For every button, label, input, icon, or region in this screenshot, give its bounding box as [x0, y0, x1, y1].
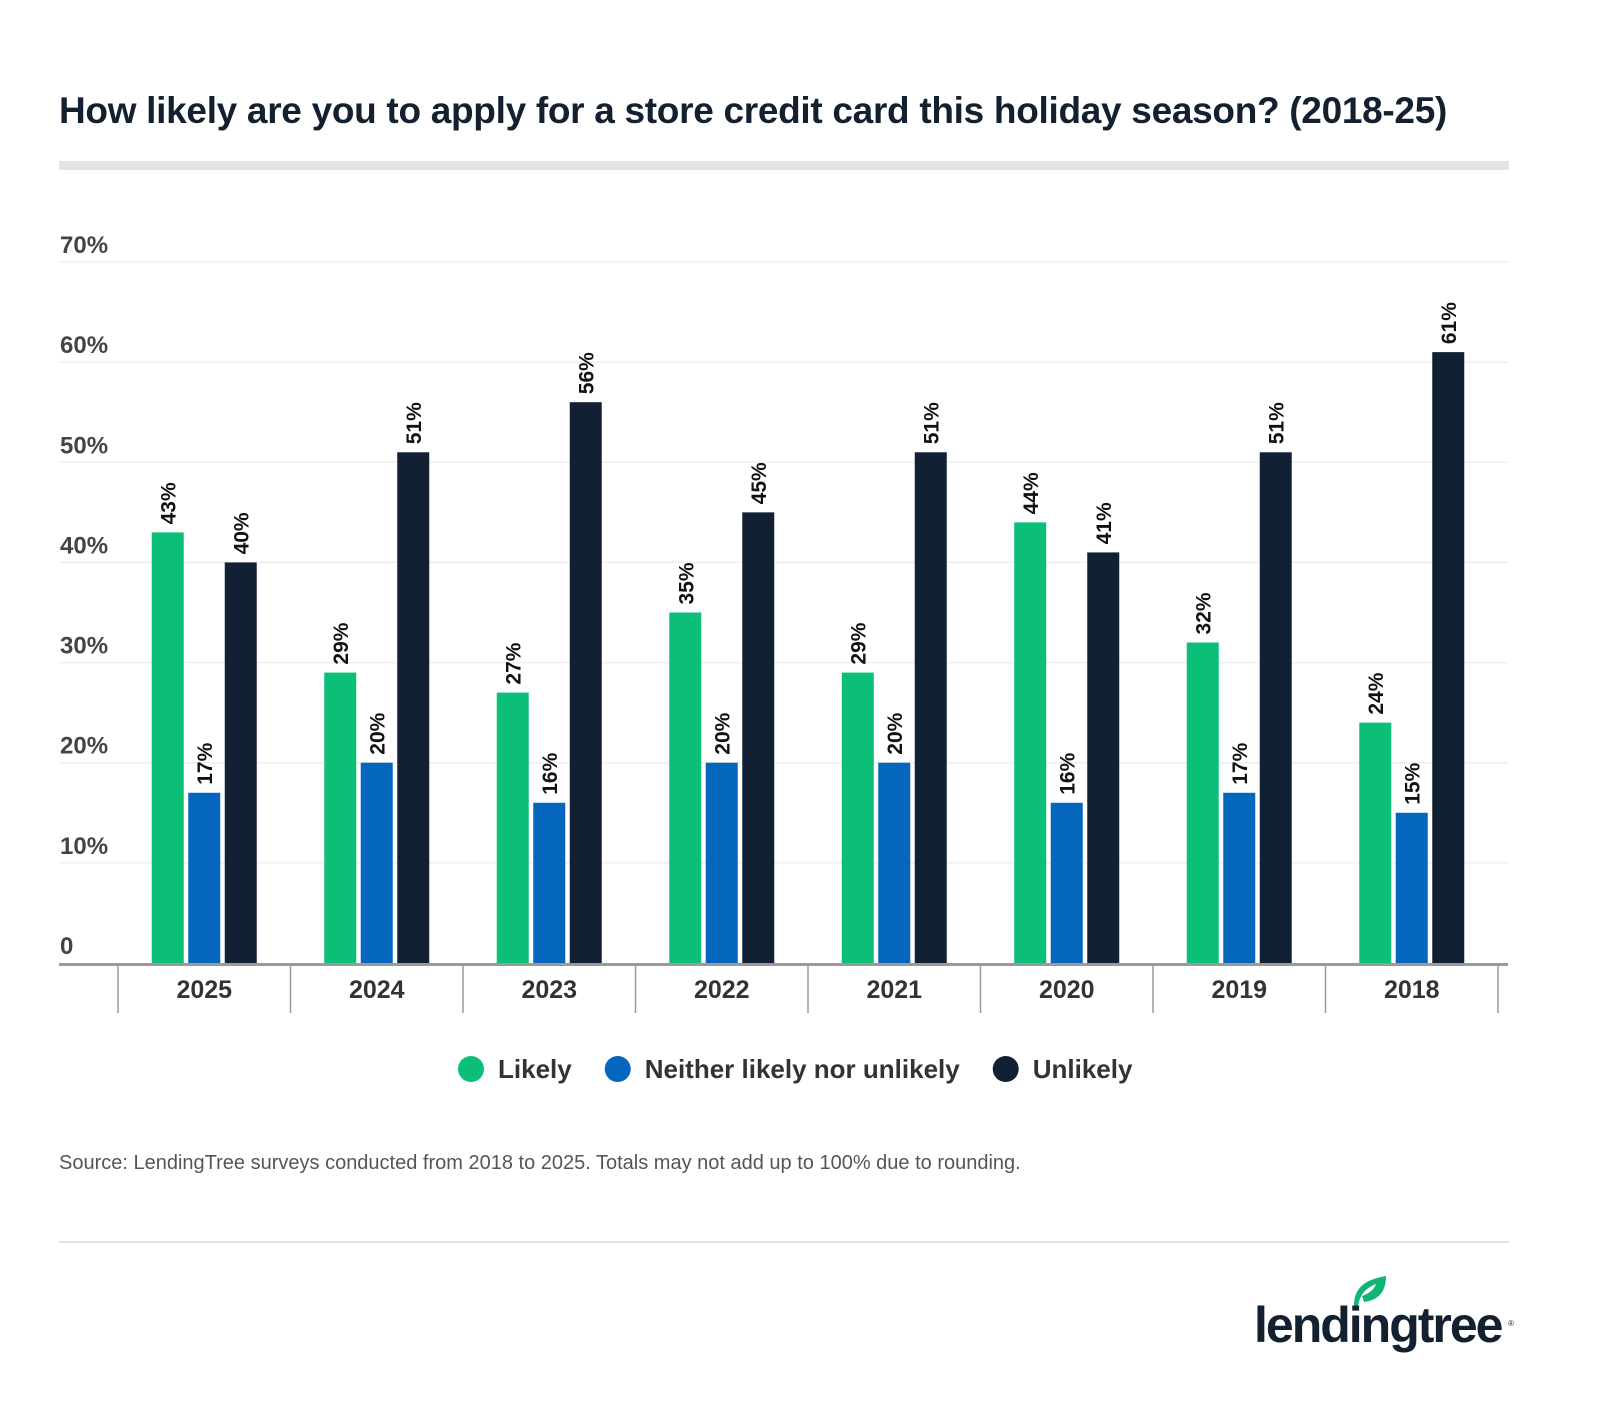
data-label: 51%: [921, 402, 944, 444]
legend-label: Likely: [498, 1054, 572, 1084]
x-tick-label: 2019: [1211, 976, 1267, 1004]
bar-neither-likely-nor-unlikely-2020: [1050, 802, 1083, 963]
legend-item: Neither likely nor unlikely: [604, 1054, 961, 1084]
y-tick-label: 40%: [60, 532, 108, 559]
legend-swatch: [458, 1056, 484, 1082]
legend-label: Neither likely nor unlikely: [645, 1054, 961, 1084]
data-label: 20%: [367, 712, 390, 754]
x-tick-label: 2025: [176, 976, 232, 1004]
data-label: 41%: [1093, 502, 1116, 544]
bar-unlikely-2018: [1432, 352, 1465, 964]
bar-neither-likely-nor-unlikely-2024: [360, 762, 393, 963]
legend-swatch: [992, 1056, 1019, 1082]
data-label: 32%: [1193, 592, 1216, 634]
bar-likely-2022: [669, 612, 702, 963]
source-note: Source: LendingTree surveys conducted fr…: [59, 1152, 1021, 1174]
bar-likely-2019: [1186, 642, 1219, 963]
y-tick-label: 50%: [60, 432, 108, 459]
bar-unlikely-2021: [914, 452, 947, 963]
legend-item: Unlikely: [992, 1054, 1133, 1084]
y-tick-label: 10%: [60, 833, 108, 860]
bar-likely-2024: [324, 672, 357, 963]
data-label: 20%: [884, 712, 907, 754]
data-label: 43%: [158, 482, 181, 524]
title-divider: [59, 161, 1509, 170]
x-tick-label: 2023: [521, 976, 577, 1004]
bar-neither-likely-nor-unlikely-2022: [705, 762, 738, 963]
bar-unlikely-2020: [1087, 552, 1120, 963]
legend-item: Likely: [458, 1054, 572, 1084]
data-label: 20%: [712, 712, 735, 754]
y-tick-label: 70%: [60, 232, 108, 259]
data-label: 15%: [1402, 762, 1425, 804]
bar-neither-likely-nor-unlikely-2023: [533, 802, 566, 963]
legend: Likely Neither likely nor unlikely Unlikel…: [458, 1054, 1133, 1084]
data-labels: 43% 17% 40% 29% 20% 51% 27% 16% 56% 35% 20% 45% 29% 2…: [158, 302, 1462, 805]
data-label: 17%: [194, 742, 217, 784]
x-axis: 2025 2024 2023 2022 2021 2020 2019 2018: [59, 963, 1508, 1013]
bar-neither-likely-nor-unlikely-2025: [188, 792, 221, 963]
x-tick-label: 2022: [694, 976, 750, 1004]
bar-chart: 0 10% 20% 30% 40% 50% 60% 70% 43% 17% 40% 29% 20% 51…: [59, 232, 1508, 1084]
bar-neither-likely-nor-unlikely-2018: [1395, 812, 1428, 963]
data-label: 29%: [330, 622, 353, 664]
bar-unlikely-2024: [397, 452, 430, 963]
data-label: 40%: [231, 512, 254, 554]
bar-neither-likely-nor-unlikely-2019: [1223, 792, 1256, 963]
data-label: 44%: [1020, 472, 1043, 514]
x-tick-label: 2018: [1384, 976, 1440, 1004]
leaf-icon: [1354, 1276, 1386, 1306]
data-label: 51%: [403, 402, 426, 444]
data-label: 17%: [1229, 742, 1252, 784]
data-label: 56%: [576, 352, 599, 394]
y-tick-label: 30%: [60, 633, 108, 660]
bar-neither-likely-nor-unlikely-2021: [878, 762, 911, 963]
y-axis-ticks: 0 10% 20% 30% 40% 50% 60% 70%: [60, 232, 108, 960]
data-label: 16%: [1057, 752, 1080, 794]
bar-likely-2018: [1359, 722, 1392, 963]
x-tick-label: 2020: [1039, 976, 1095, 1004]
x-tick-label: 2021: [866, 976, 922, 1004]
footer-divider: [59, 1241, 1509, 1243]
chart-title: How likely are you to apply for a store …: [59, 90, 1448, 131]
data-label: 35%: [675, 562, 698, 604]
data-label: 61%: [1438, 302, 1461, 344]
svg-text:®: ®: [1508, 1319, 1514, 1328]
x-tick-label: 2024: [349, 976, 405, 1004]
data-label: 27%: [503, 642, 526, 684]
data-label: 45%: [748, 462, 771, 504]
bar-likely-2020: [1014, 522, 1047, 963]
bar-unlikely-2023: [569, 402, 602, 963]
bar-likely-2025: [151, 532, 184, 963]
y-tick-label: 0: [60, 933, 73, 960]
bar-unlikely-2022: [742, 512, 775, 963]
bar-unlikely-2019: [1259, 452, 1292, 963]
legend-swatch: [604, 1056, 631, 1082]
svg-text:lendingtree: lendingtree: [1254, 1297, 1503, 1353]
bar-unlikely-2025: [224, 562, 257, 963]
bar-likely-2021: [841, 672, 874, 963]
legend-label: Unlikely: [1033, 1054, 1133, 1084]
data-label: 51%: [1266, 402, 1289, 444]
data-label: 29%: [848, 622, 871, 664]
lendingtree-logo: lendingtree ®: [1254, 1276, 1514, 1353]
bar-likely-2023: [496, 692, 529, 963]
data-label: 16%: [539, 752, 562, 794]
y-tick-label: 20%: [60, 733, 108, 760]
bars: [151, 352, 1465, 964]
y-tick-label: 60%: [60, 332, 108, 359]
gridlines: [59, 261, 1508, 864]
data-label: 24%: [1365, 672, 1388, 714]
